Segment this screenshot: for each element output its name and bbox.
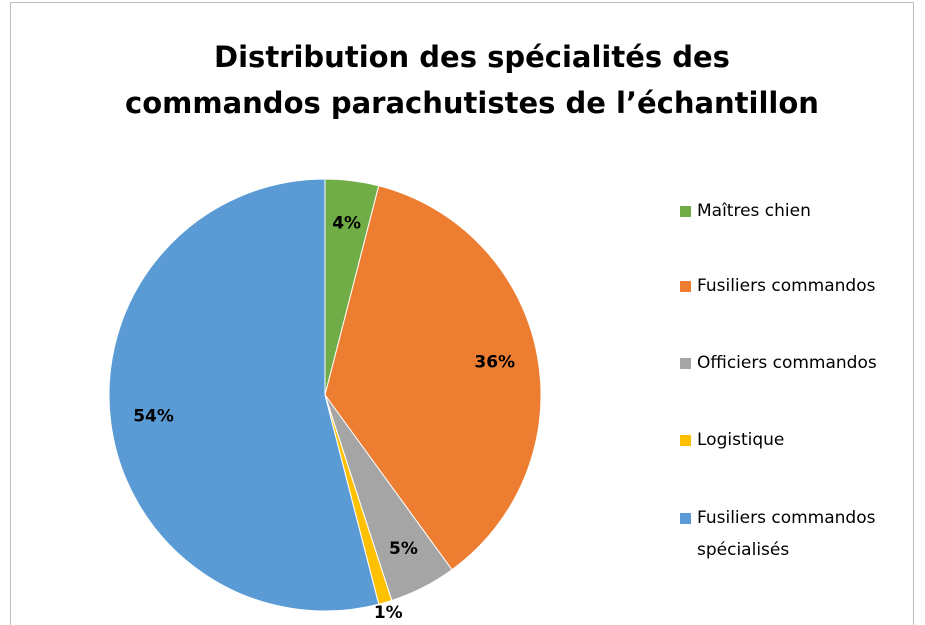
pie-slice [324,185,542,571]
legend-swatch [680,206,691,217]
legend-item: Maîtres chien [680,195,920,227]
legend-label: Logistique [697,430,785,450]
legend-label: Fusiliers commandos spécialisés [697,508,876,560]
legend-label: Fusiliers commandos [697,276,876,296]
legend-label: Officiers commandos [697,353,877,373]
legend-item: Officiers commandos [680,347,920,379]
data-label: 4% [332,214,361,234]
legend-item: Fusiliers commandos [680,270,920,302]
pie-slice [108,178,380,612]
data-label: 36% [474,353,515,373]
legend-swatch [680,358,691,369]
chart-title: Distribution des spécialités des command… [125,40,819,120]
legend-swatch [680,513,691,524]
legend-label: Maîtres chien [697,201,811,221]
data-label: 5% [389,539,418,559]
data-label: 1% [374,603,403,623]
data-label: 54% [133,407,174,427]
legend-item: Fusiliers commandos spécialisés [680,502,920,566]
legend-item: Logistique [680,424,920,456]
legend-swatch [680,435,691,446]
chart-border [10,2,914,625]
legend-swatch [680,281,691,292]
